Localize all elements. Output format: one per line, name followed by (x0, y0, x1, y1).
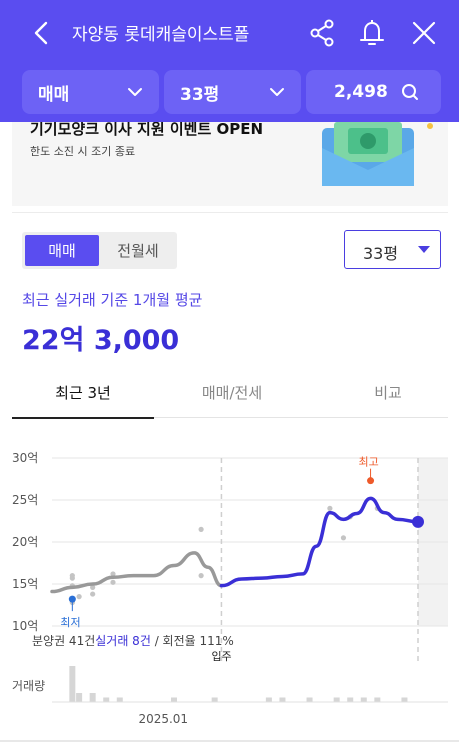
tab-sale-rent[interactable]: 매매/전세 (201, 383, 263, 402)
average-price-value: 22억 3,000 (22, 325, 180, 356)
chart-footnote: 분양권 41건실거래 8건 / 회전율 111% (32, 634, 234, 648)
max-marker-point (367, 477, 375, 485)
app-header: 자양동 롯데캐슬이스트폴 매매 33평 2,498 (0, 0, 459, 122)
volume-bar (347, 697, 354, 702)
bell-icon[interactable] (358, 18, 386, 48)
volume-bar (103, 697, 110, 702)
y-tick-label: 15억 (12, 577, 38, 591)
min-marker-point (68, 595, 76, 603)
deal-point (110, 571, 116, 577)
deal-point (69, 573, 75, 579)
volume-bar (69, 666, 76, 702)
volume-label: 거래량 (12, 679, 45, 693)
banner-title: 기기모양크 이사 지원 이벤트 OPEN (30, 122, 264, 138)
volume-bar (401, 697, 408, 702)
chevron-down-icon (128, 88, 142, 96)
deal-point (90, 584, 96, 590)
y-tick-label: 20억 (12, 535, 38, 549)
page-bottom-border (0, 740, 459, 742)
deal-point (198, 573, 204, 579)
pyeong-select-value: 33평 (363, 244, 399, 263)
volume-bar (333, 697, 340, 702)
min-label: 최저 (60, 616, 80, 629)
dropdown-triangle-icon (418, 246, 430, 253)
back-icon[interactable] (28, 18, 56, 48)
banner-subtitle: 한도 소진 시 조기 종료 (30, 145, 136, 158)
listing-count-search[interactable]: 2,498 (306, 70, 441, 114)
volume-bar (211, 697, 218, 702)
y-tick-label: 10억 (12, 619, 38, 633)
volume-bar (374, 697, 381, 702)
segment-sale[interactable]: 매매 (25, 235, 99, 266)
volume-bar (265, 697, 272, 702)
latest-point (412, 515, 424, 528)
trade-type-label: 매매 (38, 84, 70, 105)
volume-bar (171, 697, 177, 702)
deal-point (327, 505, 333, 511)
listing-count-label: 2,498 (334, 82, 388, 102)
volume-bar (76, 693, 83, 702)
tab-recent-3years[interactable]: 최근 3년 (12, 366, 154, 419)
chevron-down-icon (270, 88, 284, 96)
footnote-part: 실거래 8건 (95, 634, 151, 648)
move-in-label: 입주 (211, 650, 231, 663)
deal-point (198, 526, 204, 532)
max-label: 최고 (359, 456, 379, 469)
x-axis-label: 2025.01 (138, 712, 188, 726)
tab-compare[interactable]: 비교 (374, 383, 402, 402)
y-tick-label: 30억 (12, 451, 38, 465)
search-icon (402, 84, 418, 100)
deal-point (76, 594, 82, 600)
trend-line-past (50, 551, 224, 594)
chart-tabs: 최근 3년 매매/전세 비교 (12, 366, 448, 419)
trade-type-segment: 매매 전월세 (22, 232, 177, 269)
volume-bar (89, 693, 96, 702)
trend-line-recent (219, 496, 420, 588)
volume-bar (116, 697, 123, 702)
segment-rent[interactable]: 전월세 (117, 242, 159, 260)
pyeong-select[interactable]: 33평 (344, 230, 441, 269)
envelope-icon (322, 122, 433, 186)
pyeong-filter[interactable]: 33평 (164, 70, 301, 114)
page-title: 자양동 롯데캐슬이스트폴 (72, 25, 250, 45)
close-icon[interactable] (410, 18, 438, 48)
average-price-label: 최근 실거래 기준 1개월 평균 (22, 291, 203, 309)
deal-point (340, 535, 347, 541)
volume-bar (279, 697, 286, 702)
deal-point (110, 579, 116, 585)
y-tick-label: 25억 (12, 493, 38, 507)
deal-point (90, 591, 96, 597)
promo-banner[interactable]: 기기모양크 이사 지원 이벤트 OPEN 한도 소진 시 조기 종료 (12, 122, 448, 206)
section-divider (12, 212, 448, 213)
volume-bar (360, 697, 367, 702)
footnote-part: 분양권 41건 (32, 634, 95, 648)
share-icon[interactable] (308, 18, 336, 48)
trade-type-filter[interactable]: 매매 (22, 70, 159, 114)
footnote-part: / 회전율 111% (151, 634, 234, 648)
pyeong-label: 33평 (180, 84, 220, 105)
volume-bar (306, 697, 313, 702)
